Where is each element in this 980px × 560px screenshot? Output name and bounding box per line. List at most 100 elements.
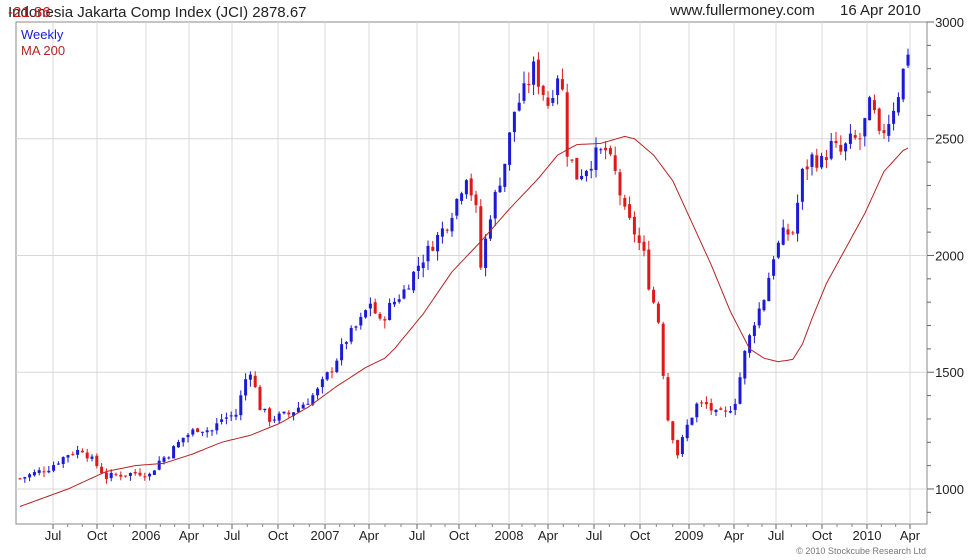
candle xyxy=(368,297,372,317)
candle xyxy=(714,409,718,417)
candle xyxy=(632,211,636,243)
candle xyxy=(906,48,910,68)
candle xyxy=(800,167,804,210)
candle xyxy=(551,90,555,107)
candle xyxy=(853,129,857,140)
candle xyxy=(680,434,684,457)
candle xyxy=(460,191,464,205)
candle xyxy=(565,83,569,167)
y-tick-label: 2500 xyxy=(935,132,964,147)
candle xyxy=(133,469,137,476)
candle xyxy=(796,194,800,242)
candle xyxy=(848,124,852,149)
candle xyxy=(464,179,468,199)
candle xyxy=(61,456,65,469)
candle xyxy=(244,373,248,401)
candle xyxy=(527,72,531,94)
candle xyxy=(536,52,540,95)
candle xyxy=(479,199,483,270)
candle xyxy=(100,463,104,474)
grid-lines xyxy=(16,22,927,524)
x-tick-label: 2009 xyxy=(675,528,704,543)
candle xyxy=(47,465,51,474)
candle xyxy=(887,114,891,142)
candle xyxy=(623,194,627,210)
candle xyxy=(196,427,200,433)
candle xyxy=(815,148,819,172)
candle xyxy=(119,471,123,481)
candle xyxy=(373,298,377,315)
candle xyxy=(181,437,185,447)
candle xyxy=(599,147,603,154)
y-tick-label: 1500 xyxy=(935,365,964,380)
candle xyxy=(272,415,276,423)
x-tick-label: Jul xyxy=(45,528,62,543)
candle xyxy=(839,135,843,155)
candle xyxy=(234,408,238,421)
candle xyxy=(296,401,300,413)
candle xyxy=(412,270,416,294)
candle xyxy=(104,468,108,484)
x-tick-label: Apr xyxy=(359,528,380,543)
candle xyxy=(37,467,41,476)
candle xyxy=(752,321,756,344)
candle xyxy=(253,371,257,389)
candle xyxy=(613,146,617,175)
candle xyxy=(618,168,622,206)
y-tick-label: 1000 xyxy=(935,482,964,497)
candle xyxy=(191,427,195,437)
candle xyxy=(776,240,780,259)
candle xyxy=(263,408,267,413)
candle xyxy=(647,240,651,291)
candle xyxy=(359,312,363,330)
x-tick-label: Oct xyxy=(268,528,289,543)
candle xyxy=(128,472,132,481)
candle xyxy=(733,398,737,416)
candle xyxy=(824,149,828,169)
candle xyxy=(508,132,512,171)
candle xyxy=(671,420,675,444)
candle xyxy=(56,461,60,466)
candle xyxy=(628,196,632,220)
candle xyxy=(436,232,440,261)
candle xyxy=(71,451,75,456)
candle xyxy=(877,107,881,135)
candle xyxy=(330,367,334,379)
chart-date: 16 Apr 2010 xyxy=(840,2,921,19)
plot-frame xyxy=(15,21,928,525)
candle xyxy=(570,159,574,163)
candle xyxy=(700,400,704,408)
candle xyxy=(560,68,564,91)
candle xyxy=(268,406,272,427)
candle xyxy=(498,177,502,193)
candle xyxy=(445,228,449,234)
candle xyxy=(349,325,353,345)
candle xyxy=(378,311,382,321)
candle xyxy=(728,406,732,414)
x-tick-label: Oct xyxy=(812,528,833,543)
candle xyxy=(416,256,420,279)
candle xyxy=(829,133,833,161)
candle xyxy=(872,94,876,114)
price-change: -21.86 xyxy=(8,4,51,21)
candle xyxy=(23,476,27,483)
candle xyxy=(148,472,152,481)
candle xyxy=(138,468,142,477)
candle xyxy=(805,159,809,181)
candle xyxy=(858,132,862,150)
candle xyxy=(18,477,22,480)
candles xyxy=(18,48,910,484)
candle xyxy=(868,95,872,121)
candle xyxy=(76,445,80,459)
candle xyxy=(704,396,708,409)
candle xyxy=(580,169,584,181)
candle xyxy=(589,160,593,179)
candle xyxy=(397,294,401,304)
chart-header: Indonesia Jakarta Comp Index (JCI) 2878.… xyxy=(8,2,921,21)
candle xyxy=(421,254,425,278)
candle xyxy=(229,411,233,421)
candle xyxy=(810,152,814,176)
ma-200-line xyxy=(19,135,909,507)
candle xyxy=(690,417,694,426)
candle xyxy=(484,234,488,277)
